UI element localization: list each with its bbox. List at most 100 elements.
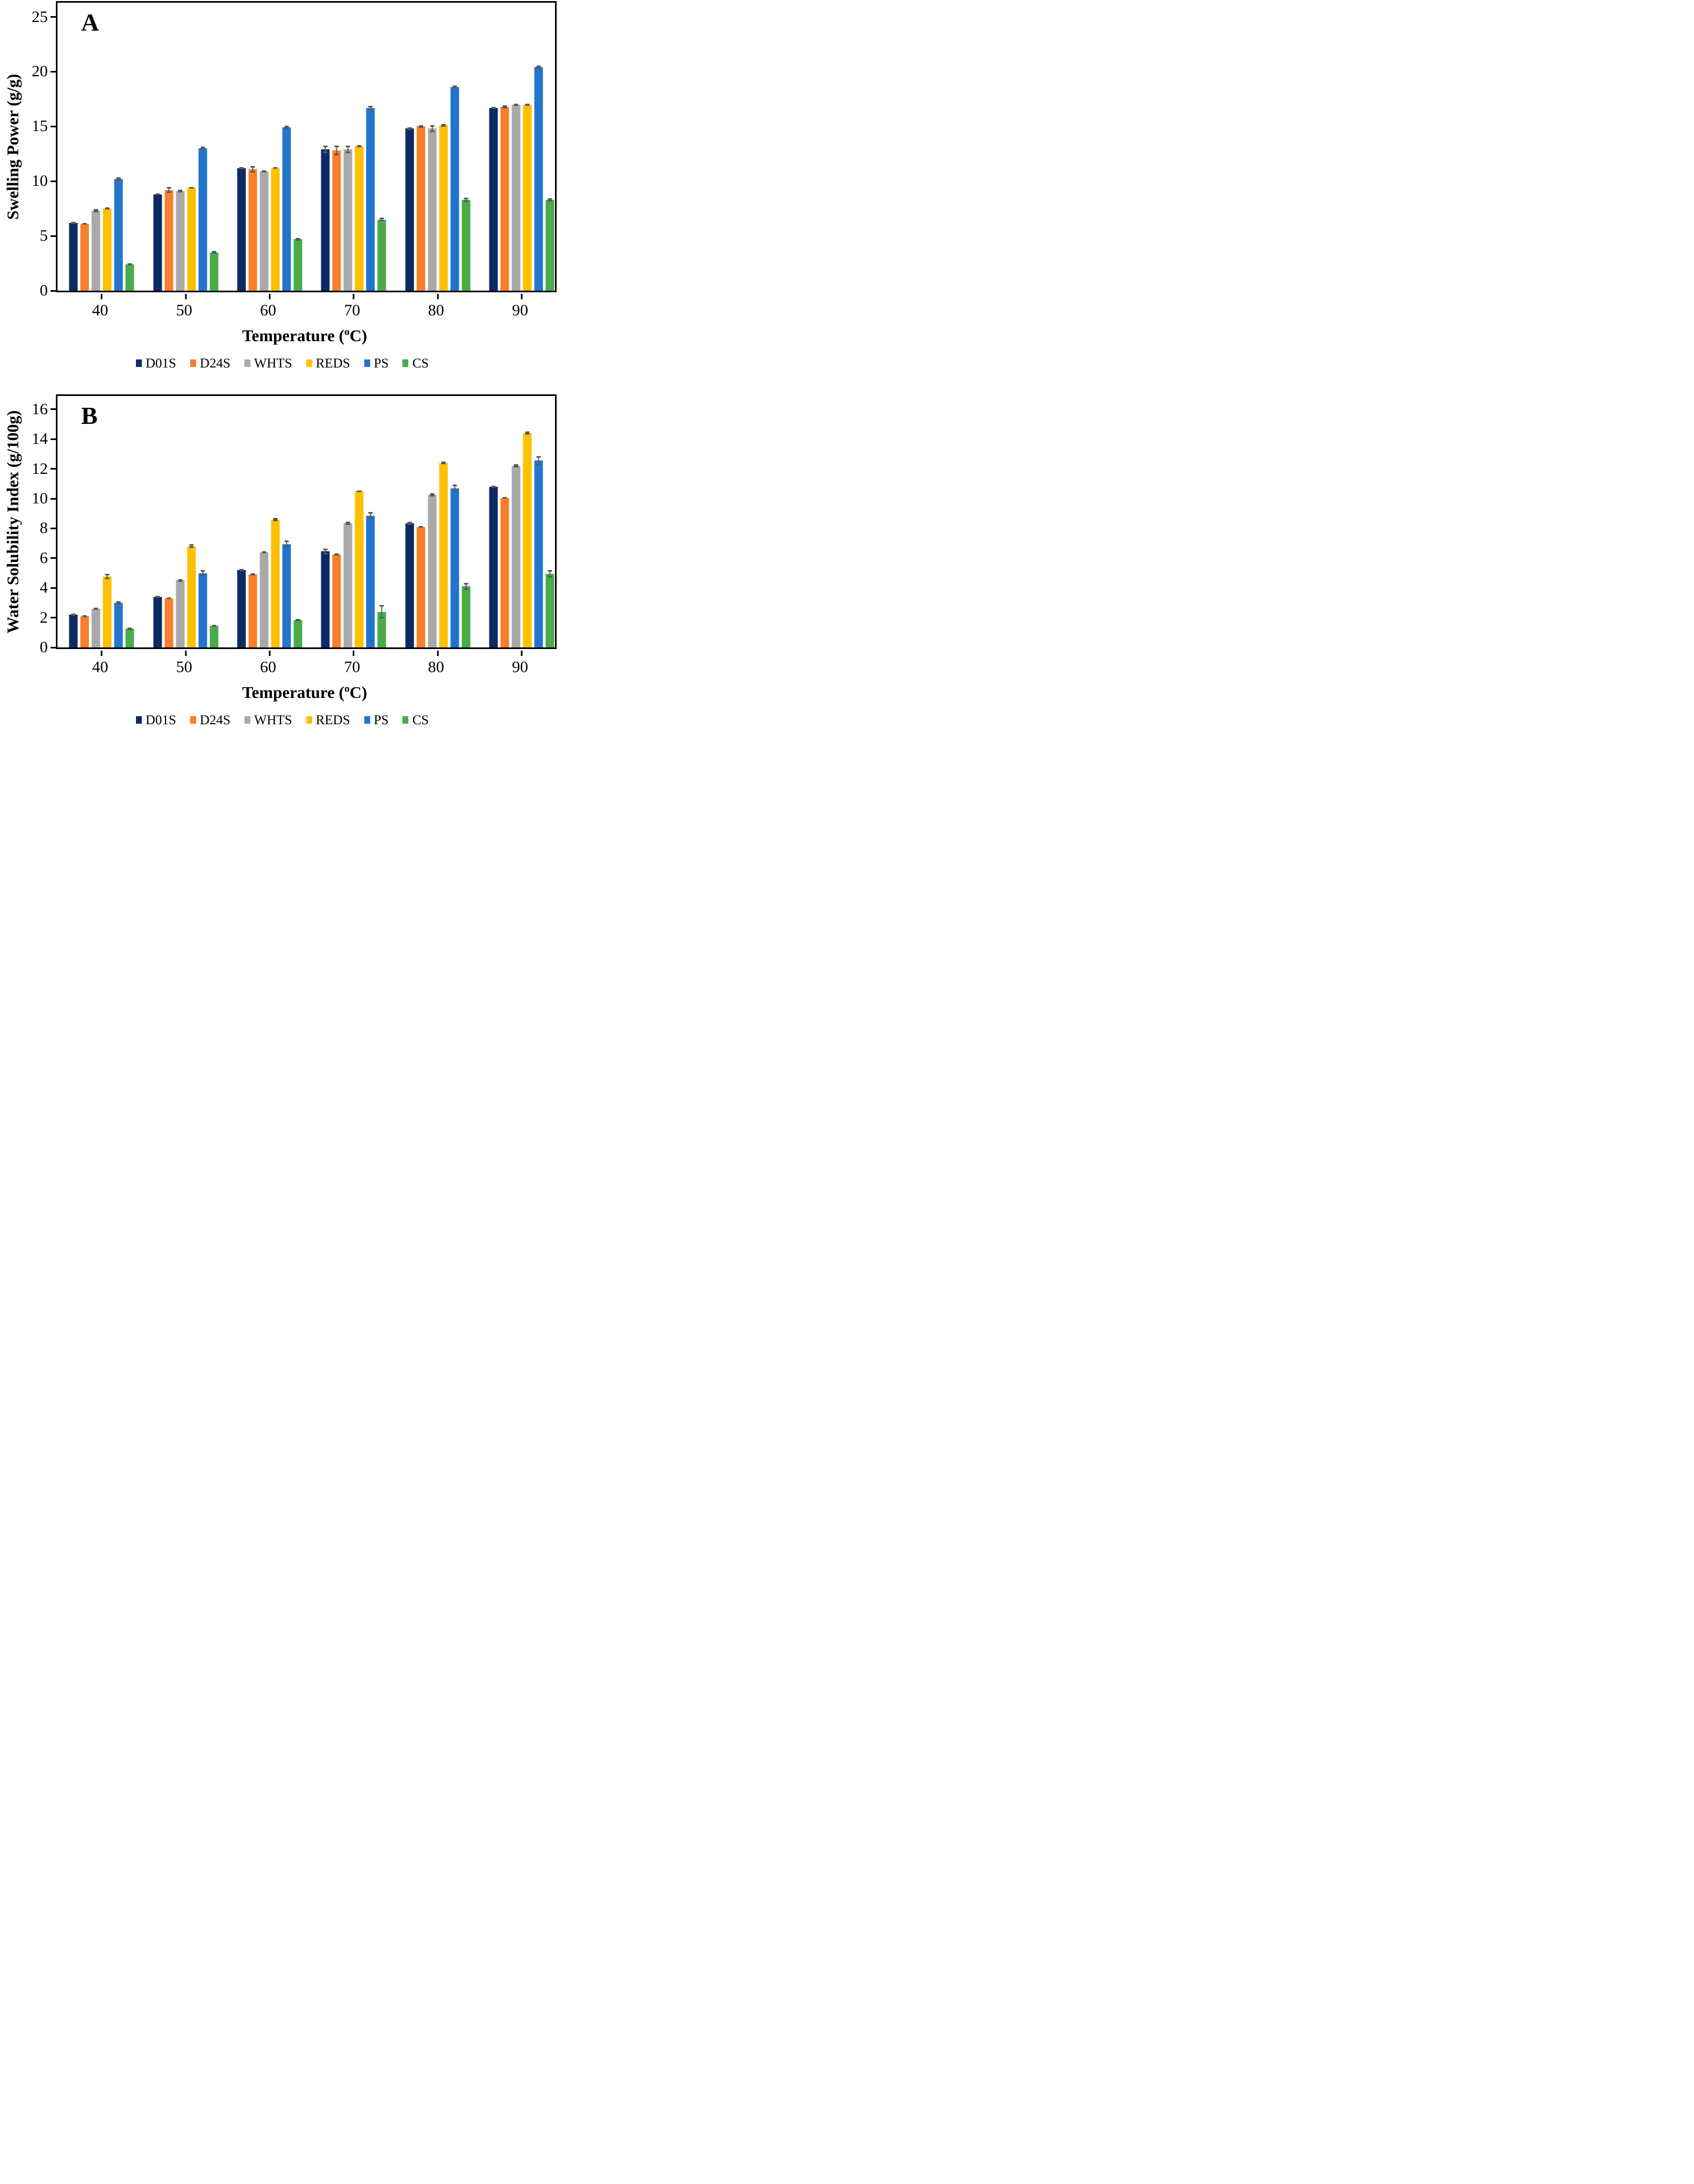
error-bar-whts-80: [430, 493, 435, 496]
x-tick-label: 80: [428, 301, 444, 319]
error-bar-whts-80: [430, 125, 435, 132]
error-bar-line: [370, 512, 371, 520]
error-bar-d01s-80: [407, 127, 412, 130]
error-bar-cap-top: [345, 522, 350, 524]
error-bar-cap-bottom: [441, 462, 446, 464]
error-bar-line: [549, 570, 551, 578]
legend-b: D01S D24S WHTS REDS PS CS: [0, 711, 565, 728]
error-bar-ps-40: [116, 177, 121, 181]
error-bar-d24s-40: [82, 223, 87, 225]
bar-d24s-70: [332, 554, 341, 647]
error-bar-cap-bottom: [167, 597, 171, 600]
error-bar-ps-60: [284, 126, 289, 129]
error-bar-line: [538, 456, 539, 465]
error-bar-cap-bottom: [239, 167, 244, 169]
error-bar-cap-bottom: [262, 552, 266, 553]
legend-chip-d24s: [190, 359, 196, 367]
error-bar-cap-top: [452, 85, 457, 87]
error-bar-whts-40: [93, 608, 98, 610]
error-bar-ps-70: [368, 512, 373, 520]
error-bar-line: [118, 177, 119, 181]
error-bar-line: [286, 540, 287, 548]
error-bar-cap-top: [452, 484, 457, 486]
bar-d24s-40: [80, 616, 89, 647]
x-tick-label: 90: [511, 658, 528, 676]
bar-ps-60: [282, 127, 291, 291]
figure-page: Swelling Power (g/g) A 0 5 10 15 20 25 40 50 60…: [0, 0, 565, 728]
error-bar-cap-top: [273, 518, 278, 520]
error-bar-ps-60: [284, 540, 289, 548]
y-tick-mark: [51, 557, 56, 559]
error-bar-cap-bottom: [167, 191, 171, 193]
error-bar-whts-60: [262, 170, 266, 172]
legend-item-ps: PS: [364, 713, 388, 727]
error-bar-d01s-80: [407, 522, 412, 525]
legend-item-whts: WHTS: [244, 713, 292, 727]
bar-d24s-60: [248, 574, 257, 647]
error-bar-reds-70: [357, 490, 362, 492]
error-bar-line: [202, 147, 204, 150]
x-axis-title-text: Temperature (: [242, 683, 344, 702]
error-bar-cap-bottom: [407, 128, 412, 130]
error-bar-cap-top: [379, 605, 384, 607]
bar-reds-60: [271, 168, 280, 291]
y-tick-mark: [51, 527, 56, 529]
error-bar-cap-bottom: [212, 252, 217, 254]
error-bar-cap-bottom: [407, 523, 412, 525]
bar-d01s-70: [321, 551, 330, 647]
legend-label: REDS: [315, 712, 350, 727]
error-bar-cap-bottom: [357, 145, 362, 147]
bar-reds-90: [523, 433, 532, 647]
error-bar-cap-bottom: [116, 602, 121, 604]
y-tick-label: 6: [40, 549, 48, 567]
degree-superscript: o: [344, 326, 350, 338]
error-bar-cap-top: [514, 464, 518, 466]
error-bar-line: [191, 544, 192, 549]
x-tick-label: 50: [176, 301, 192, 319]
y-tick-mark: [51, 125, 56, 127]
error-bar-cap-bottom: [295, 619, 300, 621]
error-bar-cap-top: [200, 147, 205, 149]
bar-reds-70: [355, 146, 364, 291]
error-bar-cap-top: [547, 198, 552, 200]
error-bar-cap-bottom: [536, 463, 541, 465]
bar-d24s-90: [500, 106, 509, 291]
bar-cs-50: [210, 252, 219, 291]
error-bar-line: [465, 582, 467, 590]
bar-ps-90: [534, 460, 543, 647]
x-tick-mark: [269, 651, 271, 656]
legend-chip-ps: [364, 716, 370, 724]
legend-chip-reds: [306, 359, 312, 367]
bar-reds-40: [103, 576, 112, 647]
x-axis-tick-labels-a: 40 50 60 70 80 90: [56, 299, 553, 322]
error-bar-cap-top: [430, 493, 435, 495]
error-bar-line: [336, 145, 337, 156]
error-bar-whts-70: [345, 522, 350, 525]
error-bar-cap-bottom: [155, 596, 160, 599]
legend-chip-cs: [402, 716, 409, 724]
error-bar-cap-bottom: [116, 179, 121, 181]
error-bar-d24s-70: [334, 145, 339, 156]
legend-item-ps: PS: [364, 357, 388, 370]
error-bar-d24s-80: [419, 526, 423, 528]
error-bar-line: [549, 198, 551, 201]
error-bar-cap-bottom: [323, 552, 328, 554]
error-bar-cap-bottom: [357, 490, 362, 492]
error-bar-reds-80: [441, 462, 446, 464]
bar-whts-90: [511, 104, 521, 291]
bar-group-90: [489, 3, 554, 291]
y-tick-label: 15: [32, 117, 48, 135]
plot-box-b: B 0 2 4 6 8 10 12 14 16: [32, 394, 557, 656]
error-bar-cap-bottom: [464, 200, 468, 202]
error-bar-cs-90: [547, 198, 552, 201]
error-bar-cap-bottom: [262, 170, 266, 172]
y-tick-mark: [51, 180, 56, 182]
bar-group-80: [405, 3, 471, 291]
error-bar-d24s-70: [334, 553, 339, 556]
error-bar-cap-bottom: [200, 148, 205, 150]
error-bar-cap-bottom: [491, 486, 496, 488]
error-bar-cap-top: [167, 187, 171, 189]
legend-chip-whts: [244, 716, 250, 724]
bar-d01s-90: [489, 107, 498, 291]
